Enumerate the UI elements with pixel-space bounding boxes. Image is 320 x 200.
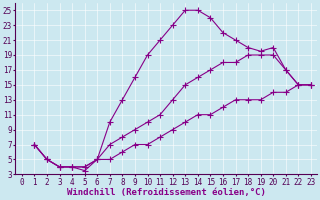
X-axis label: Windchill (Refroidissement éolien,°C): Windchill (Refroidissement éolien,°C) xyxy=(67,188,266,197)
